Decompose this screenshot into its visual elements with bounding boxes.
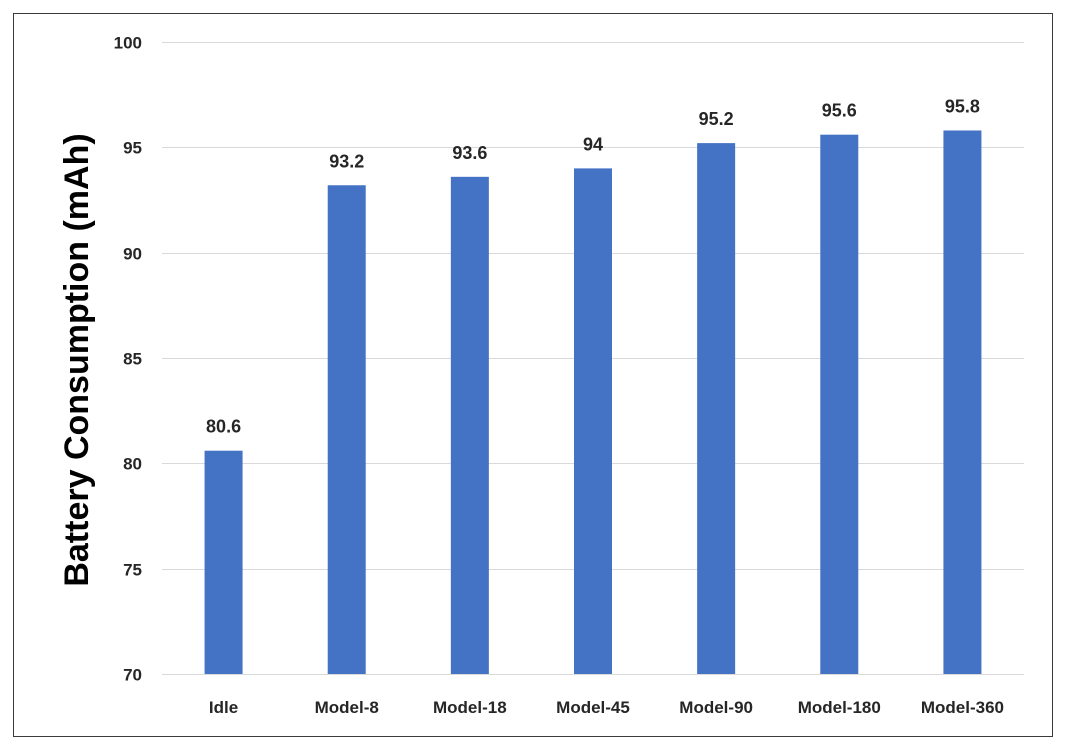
y-tick-label: 85 bbox=[123, 350, 142, 369]
bar bbox=[697, 143, 736, 674]
y-tick-label: 100 bbox=[114, 34, 142, 53]
data-label: 80.6 bbox=[206, 417, 241, 437]
x-tick-label: Model-45 bbox=[556, 698, 630, 717]
bar bbox=[820, 134, 859, 674]
x-tick-label: Idle bbox=[209, 698, 238, 717]
data-label: 95.2 bbox=[699, 109, 734, 129]
y-axis-title: Battery Consumption (mAh) bbox=[58, 133, 96, 586]
y-tick-label: 80 bbox=[123, 455, 142, 474]
y-tick-label: 75 bbox=[123, 561, 142, 580]
bar bbox=[450, 176, 489, 674]
data-labels: 80.6 93.2 93.6 94 95.2 95.6 95.8 bbox=[206, 96, 980, 436]
y-tick-label: 95 bbox=[123, 139, 142, 158]
data-label: 93.6 bbox=[452, 143, 487, 163]
x-tick-label: Model-8 bbox=[315, 698, 379, 717]
x-tick-label: Model-18 bbox=[433, 698, 507, 717]
y-tick-label: 90 bbox=[123, 245, 142, 264]
bars bbox=[204, 130, 982, 675]
x-axis-ticks: Idle Model-8 Model-18 Model-45 Model-90 Model… bbox=[209, 698, 1004, 717]
data-label: 95.8 bbox=[945, 96, 980, 116]
x-tick-label: Model-90 bbox=[679, 698, 753, 717]
y-axis-ticks: 70 75 80 85 90 95 100 bbox=[114, 34, 142, 685]
bar bbox=[327, 185, 366, 674]
chart-frame bbox=[13, 13, 1053, 737]
x-tick-label: Model-180 bbox=[798, 698, 881, 717]
y-tick-label: 70 bbox=[123, 666, 142, 685]
data-label: 93.2 bbox=[329, 151, 364, 171]
bar bbox=[574, 168, 612, 674]
x-tick-label: Model-360 bbox=[921, 698, 1004, 717]
data-label: 95.6 bbox=[822, 101, 857, 121]
bar bbox=[943, 130, 982, 675]
bar bbox=[204, 450, 243, 674]
data-label: 94 bbox=[583, 134, 603, 154]
